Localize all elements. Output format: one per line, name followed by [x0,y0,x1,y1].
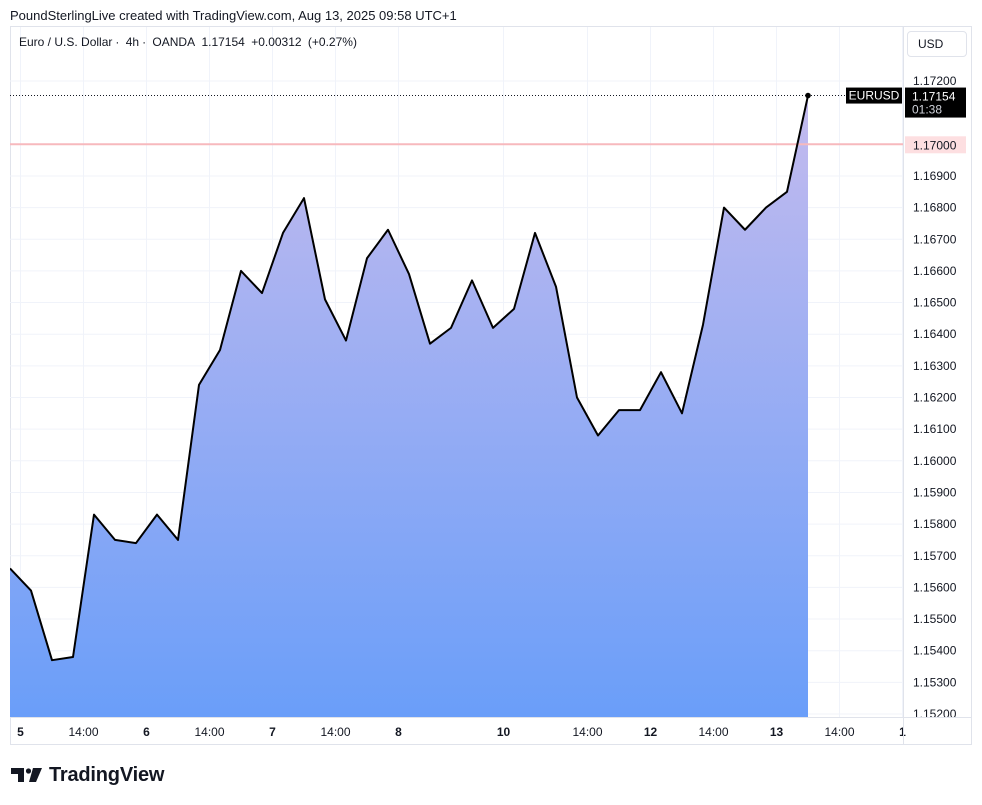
y-tick-label: 1.15600 [913,580,957,594]
y-tick-label: 1.16800 [913,201,957,215]
logo-text: TradingView [49,763,165,786]
y-tick-label: 1.15500 [913,612,957,626]
y-tick-label: 1.17200 [913,74,957,88]
legend-interval: 4h [125,35,140,49]
x-tick-label: 5 [17,725,24,739]
x-tick-label: 14:00 [320,725,350,739]
x-tick-label: 14:00 [698,725,728,739]
x-tick-label: 14:00 [194,725,224,739]
tradingview-logo[interactable]: TradingView [11,763,164,787]
x-tick-label: 7 [269,725,276,739]
legend-change-pct: (+0.27%) [307,35,357,49]
legend-separator: · [115,35,120,49]
legend-symbol-name[interactable]: Euro / U.S. Dollar [19,35,113,49]
y-tick-label: 1.16400 [913,327,957,341]
tradingview-logo-icon [11,768,42,782]
legend-separator: · [142,35,147,49]
y-tick-label: 1.16600 [913,264,957,278]
y-tick-label: 1.16700 [913,232,957,246]
horizontal-level-label: 1.17000 [913,138,957,152]
y-tick-label: 1.15300 [913,675,957,689]
currency-button[interactable]: USD [907,31,967,57]
x-tick-label: 10 [497,725,511,739]
legend-exchange: OANDA [152,35,196,49]
y-tick-label: 1.16200 [913,391,957,405]
x-tick-label: 14:00 [824,725,854,739]
series-area-fill [10,95,808,717]
horizontal-level-label-bg [905,136,966,154]
y-tick-label: 1.16000 [913,454,957,468]
y-tick-label: 1.15400 [913,644,957,658]
last-price-marker [805,92,811,99]
x-tick-label: 14:00 [68,725,98,739]
y-tick-label: 1.15200 [913,707,957,721]
y-tick-label: 1.15700 [913,549,957,563]
last-price-label-bg [905,87,966,118]
y-tick-label: 1.16900 [913,169,957,183]
bar-countdown-label: 01:38 [912,103,942,117]
legend-last-price: 1.17154 [201,35,245,49]
symbol-tag: EURUSD [849,89,900,103]
y-tick-label: 1.15800 [913,517,957,531]
symbol-legend: Euro / U.S. Dollar · 4h · OANDA 1.17154 +0… [19,35,360,49]
y-tick-label: 1.16300 [913,359,957,373]
chart-frame [10,26,972,745]
x-tick-label: 1 [899,725,906,739]
y-tick-label: 1.16100 [913,422,957,436]
y-tick-label: 1.16500 [913,296,957,310]
plot-area [10,92,903,717]
created-with-caption: PoundSterlingLive created with TradingVi… [10,8,457,23]
legend-change: +0.00312 [251,35,302,49]
x-tick-label: 13 [770,725,784,739]
x-tick-label: 8 [395,725,402,739]
x-tick-label: 6 [143,725,150,739]
last-price-label: 1.17154 [912,90,956,104]
axes: 1.15200 1.15300 1.15400 1.15500 1.15600 1.157… [10,27,971,745]
y-tick-label: 1.15900 [913,485,957,499]
x-tick-label: 14:00 [572,725,602,739]
series-line [10,95,809,662]
symbol-tag-bg [846,87,902,104]
x-tick-label: 12 [644,725,658,739]
